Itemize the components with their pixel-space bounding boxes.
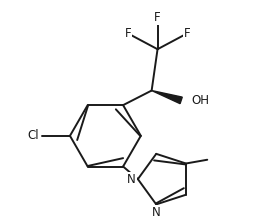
Text: N: N	[127, 173, 136, 186]
Text: F: F	[125, 27, 131, 40]
Text: Cl: Cl	[28, 129, 39, 142]
Text: F: F	[154, 11, 161, 24]
Text: OH: OH	[191, 94, 209, 107]
Polygon shape	[152, 91, 182, 104]
Text: F: F	[184, 27, 190, 40]
Text: N: N	[152, 206, 161, 219]
